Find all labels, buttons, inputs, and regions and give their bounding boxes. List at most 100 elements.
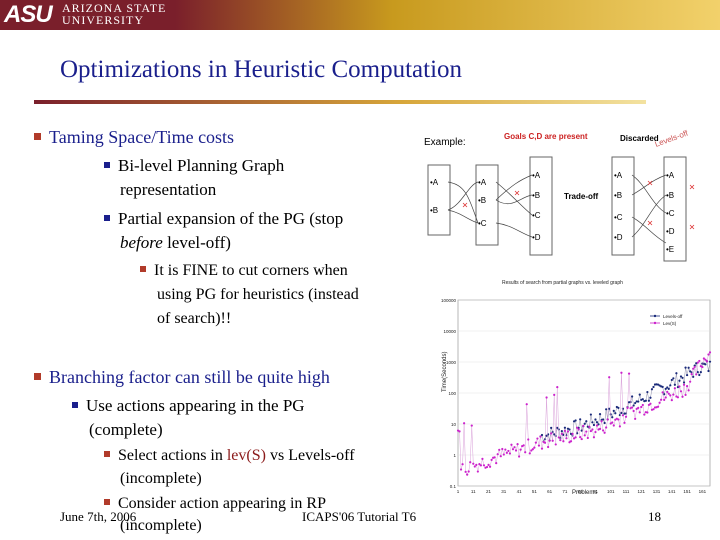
bullet-consider-action: Consider action appearing in RP: [104, 492, 326, 516]
bullet-consider-action-cont: (incomplete): [120, 517, 202, 534]
legend-marker: [653, 314, 657, 318]
data-point: [678, 385, 681, 388]
data-point: [663, 398, 666, 401]
data-point: [528, 452, 531, 455]
data-point: [646, 411, 649, 414]
svg-text:•A: •A: [430, 178, 439, 187]
data-point: [656, 405, 660, 408]
data-point: [605, 426, 608, 429]
data-point: [511, 448, 515, 451]
data-point: [621, 414, 625, 417]
x-tick-label: 101: [607, 489, 615, 494]
data-point: [670, 399, 673, 402]
bullet-marker-icon: [104, 162, 110, 169]
data-point: [649, 402, 652, 405]
data-point: [598, 413, 602, 416]
x-tick-label: 51: [532, 489, 538, 494]
data-point: [605, 408, 608, 411]
data-point: [669, 384, 672, 387]
data-point: [698, 373, 701, 377]
svg-text:•A: •A: [532, 171, 541, 180]
data-point: [522, 444, 525, 447]
data-point: [557, 436, 560, 439]
data-point: [592, 436, 596, 439]
data-point: [550, 426, 553, 429]
data-point: [692, 375, 695, 378]
data-point: [644, 399, 647, 402]
data-point: [550, 432, 553, 435]
data-point: [632, 404, 635, 407]
data-point: [466, 473, 469, 476]
data-point: [488, 465, 492, 468]
svg-text:•A: •A: [666, 171, 675, 180]
data-point: [553, 393, 556, 396]
data-point: [525, 403, 528, 406]
data-point: [608, 376, 611, 379]
data-point: [687, 366, 690, 369]
series-line-levels-off: [540, 360, 711, 443]
data-point: [485, 465, 489, 469]
data-point: [499, 455, 502, 458]
data-point: [631, 395, 634, 398]
data-point: [490, 458, 493, 461]
data-point: [666, 386, 669, 389]
svg-text:•B: •B: [430, 206, 438, 215]
data-point: [708, 360, 712, 363]
x-tick-label: 81: [578, 489, 584, 494]
data-point: [545, 396, 548, 399]
data-point: [531, 448, 534, 451]
data-point: [556, 386, 559, 389]
bullet-branching: Branching factor can still be quite high: [34, 365, 330, 389]
data-point: [478, 463, 481, 466]
data-point: [682, 381, 686, 384]
data-point: [585, 420, 588, 423]
data-point: [548, 439, 551, 442]
data-point: [545, 434, 548, 437]
data-point: [598, 427, 602, 430]
data-point: [583, 422, 586, 425]
y-tick-label: 1000: [446, 360, 457, 365]
data-point: [670, 378, 673, 382]
data-point: [650, 388, 654, 391]
data-point: [481, 457, 484, 461]
data-point: [551, 439, 554, 442]
data-point: [679, 375, 683, 378]
university-name: ARIZONA STATE UNIVERSITY: [62, 1, 167, 27]
data-point: [682, 383, 686, 386]
data-point: [571, 432, 574, 435]
data-point: [559, 439, 562, 442]
bullet-marker-icon: [104, 451, 110, 458]
data-point: [493, 456, 496, 459]
data-point: [634, 401, 637, 405]
data-point: [514, 449, 518, 452]
data-point: [679, 390, 683, 393]
data-point: [595, 424, 599, 427]
data-point: [693, 365, 696, 369]
x-tick-label: 121: [638, 489, 646, 494]
data-point: [496, 453, 499, 456]
data-point: [508, 452, 512, 455]
x-tick-label: 21: [486, 489, 492, 494]
svg-text:•B: •B: [478, 196, 486, 205]
diagram-example-label: Example:: [424, 137, 466, 148]
bullet-marker-icon: [72, 402, 78, 409]
data-point: [638, 393, 641, 396]
data-point: [696, 371, 699, 374]
data-point: [470, 424, 473, 427]
data-point: [609, 413, 612, 416]
svg-text:•B: •B: [532, 191, 540, 200]
planning-graph-diagram: Example: Goals C,D are present Discarded…: [420, 125, 712, 263]
data-point: [600, 420, 603, 423]
data-point: [588, 425, 591, 428]
data-point: [565, 437, 568, 440]
data-point: [640, 405, 643, 409]
diagram-tradeoff-label: Trade-off: [564, 192, 599, 201]
data-point: [631, 406, 634, 409]
data-point: [553, 433, 556, 436]
data-point: [574, 419, 577, 422]
data-point: [672, 393, 675, 396]
svg-text:•C: •C: [666, 209, 675, 218]
slide-title: Optimizations in Heuristic Computation: [60, 56, 463, 83]
bullet-select-actions: Select actions in lev(S) vs Levels-off: [104, 444, 355, 468]
data-point: [459, 468, 463, 471]
